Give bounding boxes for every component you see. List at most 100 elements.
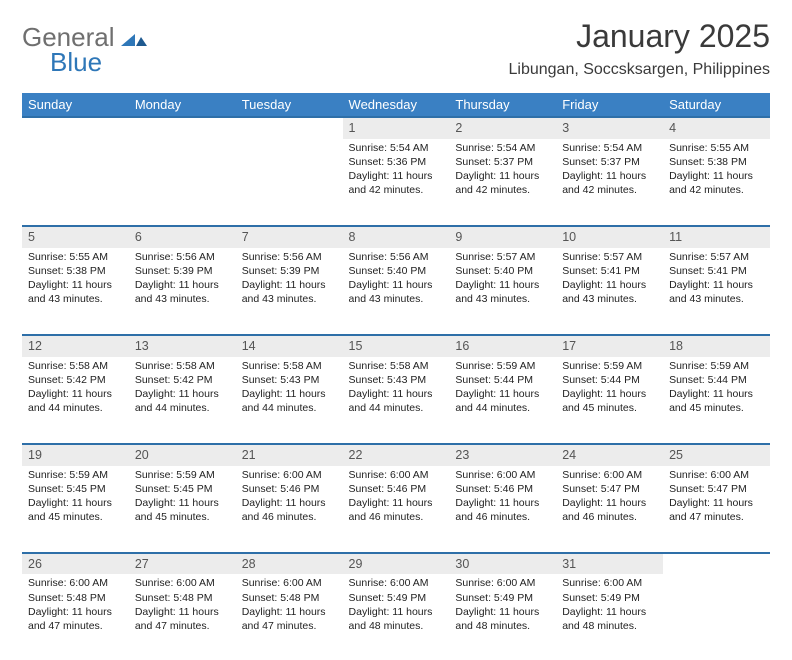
sunrise-text: Sunrise: 5:57 AM: [669, 250, 764, 264]
day-cell: Sunrise: 5:58 AMSunset: 5:42 PMDaylight:…: [22, 357, 129, 443]
daynum-row: 567891011: [22, 225, 770, 248]
day-cell: Sunrise: 6:00 AMSunset: 5:49 PMDaylight:…: [556, 574, 663, 660]
sunset-text: Sunset: 5:48 PM: [242, 591, 337, 605]
sunset-text: Sunset: 5:49 PM: [562, 591, 657, 605]
sunrise-text: Sunrise: 6:00 AM: [562, 468, 657, 482]
daylight-text-2: and 43 minutes.: [349, 292, 444, 306]
day-content: Sunrise: 5:58 AMSunset: 5:43 PMDaylight:…: [236, 357, 343, 420]
daylight-text-1: Daylight: 11 hours: [669, 169, 764, 183]
day-content: Sunrise: 5:59 AMSunset: 5:44 PMDaylight:…: [663, 357, 770, 420]
page: General Blue January 2025 Libungan, Socc…: [0, 0, 792, 612]
sunrise-text: Sunrise: 5:58 AM: [135, 359, 230, 373]
daylight-text-1: Daylight: 11 hours: [242, 496, 337, 510]
day-number: 6: [129, 225, 236, 248]
day-cell: Sunrise: 5:58 AMSunset: 5:43 PMDaylight:…: [236, 357, 343, 443]
col-friday: Friday: [556, 93, 663, 116]
logo: General Blue: [22, 18, 147, 75]
sunrise-text: Sunrise: 5:59 AM: [669, 359, 764, 373]
day-number: 1: [343, 116, 450, 139]
day-number: 13: [129, 334, 236, 357]
daylight-text-1: Daylight: 11 hours: [28, 496, 123, 510]
day-content: Sunrise: 5:59 AMSunset: 5:44 PMDaylight:…: [556, 357, 663, 420]
day-number: 21: [236, 443, 343, 466]
day-number: 10: [556, 225, 663, 248]
day-number: 14: [236, 334, 343, 357]
day-content: Sunrise: 5:57 AMSunset: 5:41 PMDaylight:…: [556, 248, 663, 311]
daylight-text-1: Daylight: 11 hours: [349, 387, 444, 401]
sunset-text: Sunset: 5:42 PM: [135, 373, 230, 387]
sunset-text: Sunset: 5:45 PM: [135, 482, 230, 496]
day-content: Sunrise: 6:00 AMSunset: 5:46 PMDaylight:…: [449, 466, 556, 529]
daynum-row: 12131415161718: [22, 334, 770, 357]
day-content: Sunrise: 5:56 AMSunset: 5:39 PMDaylight:…: [129, 248, 236, 311]
sunset-text: Sunset: 5:48 PM: [28, 591, 123, 605]
day-cell: Sunrise: 5:55 AMSunset: 5:38 PMDaylight:…: [22, 248, 129, 334]
day-number: 5: [22, 225, 129, 248]
day-cell: [22, 139, 129, 225]
day-number: 25: [663, 443, 770, 466]
title-block: January 2025 Libungan, Soccsksargen, Phi…: [509, 18, 771, 79]
sunrise-text: Sunrise: 5:59 AM: [455, 359, 550, 373]
day-content: Sunrise: 5:59 AMSunset: 5:44 PMDaylight:…: [449, 357, 556, 420]
daylight-text-1: Daylight: 11 hours: [242, 387, 337, 401]
day-cell: Sunrise: 5:59 AMSunset: 5:44 PMDaylight:…: [663, 357, 770, 443]
day-cell: Sunrise: 6:00 AMSunset: 5:46 PMDaylight:…: [343, 466, 450, 552]
day-content: Sunrise: 6:00 AMSunset: 5:49 PMDaylight:…: [343, 574, 450, 637]
day-number: 28: [236, 552, 343, 575]
day-cell: [129, 139, 236, 225]
day-number: 11: [663, 225, 770, 248]
daylight-text-2: and 42 minutes.: [455, 183, 550, 197]
sunrise-text: Sunrise: 5:59 AM: [135, 468, 230, 482]
daylight-text-2: and 46 minutes.: [562, 510, 657, 524]
week-row: Sunrise: 6:00 AMSunset: 5:48 PMDaylight:…: [22, 574, 770, 660]
sunset-text: Sunset: 5:37 PM: [455, 155, 550, 169]
sunset-text: Sunset: 5:44 PM: [455, 373, 550, 387]
day-number: 12: [22, 334, 129, 357]
daylight-text-1: Daylight: 11 hours: [562, 169, 657, 183]
day-content: Sunrise: 5:55 AMSunset: 5:38 PMDaylight:…: [663, 139, 770, 202]
page-subtitle: Libungan, Soccsksargen, Philippines: [509, 61, 771, 79]
col-thursday: Thursday: [449, 93, 556, 116]
week-row: Sunrise: 5:59 AMSunset: 5:45 PMDaylight:…: [22, 466, 770, 552]
day-content: Sunrise: 6:00 AMSunset: 5:47 PMDaylight:…: [663, 466, 770, 529]
daylight-text-1: Daylight: 11 hours: [135, 278, 230, 292]
sunrise-text: Sunrise: 5:56 AM: [242, 250, 337, 264]
day-number-empty: [129, 116, 236, 139]
daylight-text-1: Daylight: 11 hours: [28, 387, 123, 401]
sunrise-text: Sunrise: 6:00 AM: [242, 576, 337, 590]
day-cell: [236, 139, 343, 225]
sunset-text: Sunset: 5:41 PM: [562, 264, 657, 278]
day-content: Sunrise: 6:00 AMSunset: 5:48 PMDaylight:…: [236, 574, 343, 637]
sunset-text: Sunset: 5:46 PM: [455, 482, 550, 496]
sunrise-text: Sunrise: 5:54 AM: [455, 141, 550, 155]
sunset-text: Sunset: 5:39 PM: [242, 264, 337, 278]
day-number-empty: [663, 552, 770, 575]
day-cell: Sunrise: 5:54 AMSunset: 5:36 PMDaylight:…: [343, 139, 450, 225]
sunset-text: Sunset: 5:41 PM: [669, 264, 764, 278]
daylight-text-2: and 45 minutes.: [669, 401, 764, 415]
daynum-row: 19202122232425: [22, 443, 770, 466]
sunrise-text: Sunrise: 5:57 AM: [455, 250, 550, 264]
day-cell: Sunrise: 5:59 AMSunset: 5:44 PMDaylight:…: [556, 357, 663, 443]
logo-text-block: General Blue: [22, 24, 147, 75]
daylight-text-2: and 45 minutes.: [562, 401, 657, 415]
calendar-table: Sunday Monday Tuesday Wednesday Thursday…: [22, 93, 770, 660]
day-content: Sunrise: 5:58 AMSunset: 5:42 PMDaylight:…: [129, 357, 236, 420]
day-number-empty: [236, 116, 343, 139]
sunset-text: Sunset: 5:48 PM: [135, 591, 230, 605]
day-content: Sunrise: 5:54 AMSunset: 5:37 PMDaylight:…: [449, 139, 556, 202]
sunset-text: Sunset: 5:45 PM: [28, 482, 123, 496]
day-cell: Sunrise: 6:00 AMSunset: 5:48 PMDaylight:…: [22, 574, 129, 660]
day-cell: Sunrise: 5:59 AMSunset: 5:45 PMDaylight:…: [129, 466, 236, 552]
day-cell: Sunrise: 5:59 AMSunset: 5:44 PMDaylight:…: [449, 357, 556, 443]
daylight-text-2: and 43 minutes.: [562, 292, 657, 306]
day-content: Sunrise: 5:56 AMSunset: 5:40 PMDaylight:…: [343, 248, 450, 311]
sunrise-text: Sunrise: 6:00 AM: [562, 576, 657, 590]
daylight-text-2: and 43 minutes.: [242, 292, 337, 306]
sunrise-text: Sunrise: 5:58 AM: [349, 359, 444, 373]
sunset-text: Sunset: 5:43 PM: [242, 373, 337, 387]
daylight-text-1: Daylight: 11 hours: [242, 278, 337, 292]
day-number: 2: [449, 116, 556, 139]
sunset-text: Sunset: 5:39 PM: [135, 264, 230, 278]
daylight-text-2: and 44 minutes.: [242, 401, 337, 415]
